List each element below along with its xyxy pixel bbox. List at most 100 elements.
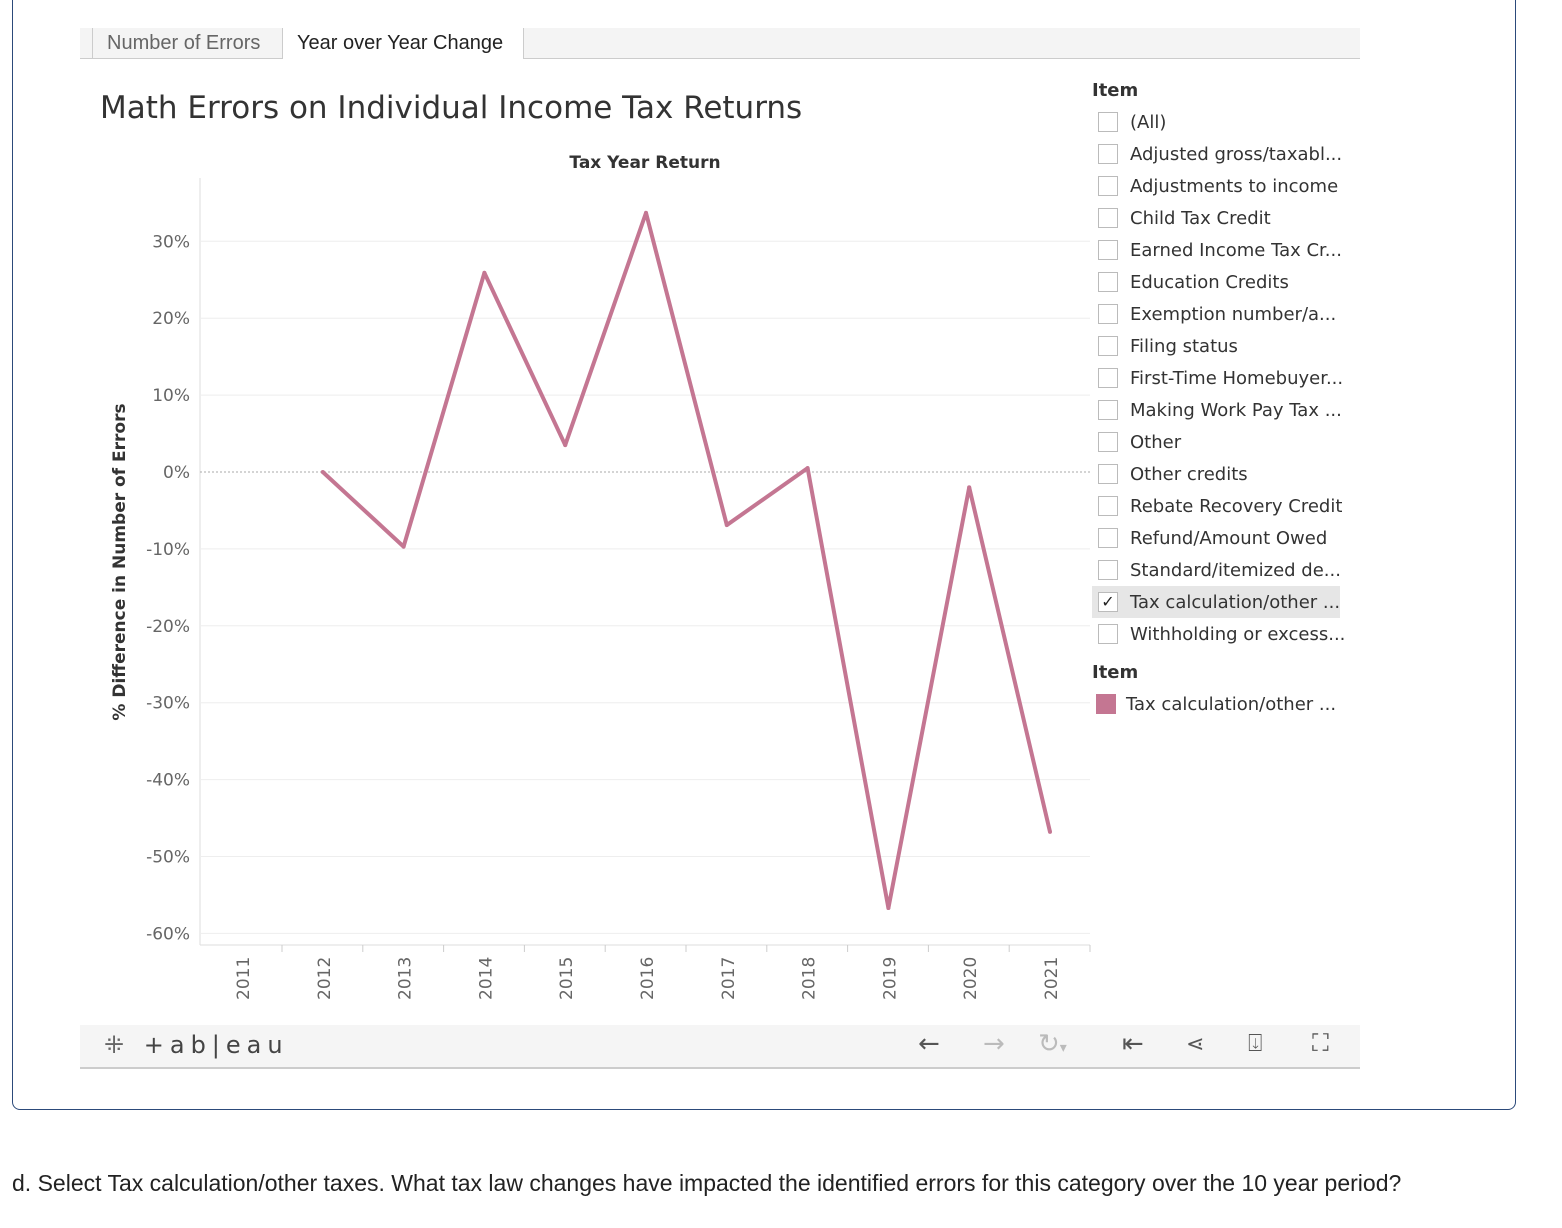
tableau-toolbar: ⁜ +ab|eau ← → ↻▾ ⇤ ⋖ ⍗ ⛶	[80, 1025, 1360, 1069]
share-icon[interactable]: ⋖	[1186, 1032, 1205, 1057]
data-point[interactable]	[967, 485, 972, 490]
data-point[interactable]	[886, 906, 891, 911]
filter-item-label: Filing status	[1130, 335, 1238, 357]
filter-item[interactable]: Other	[1092, 426, 1340, 458]
redo-icon[interactable]: →	[983, 1029, 1005, 1059]
filter-item[interactable]: Withholding or excess...	[1092, 618, 1345, 650]
filter-item[interactable]: Earned Income Tax Cr...	[1092, 234, 1342, 266]
x-tick-label: 2019	[880, 957, 900, 1000]
filter-item-label: Refund/Amount Owed	[1130, 527, 1328, 549]
x-tick-label: 2018	[800, 957, 820, 1000]
filter-header: Item	[1092, 80, 1139, 101]
filter-item[interactable]: (All)	[1092, 106, 1340, 138]
x-tick-label: 2013	[396, 957, 416, 1000]
filter-item[interactable]: Making Work Pay Tax ...	[1092, 394, 1342, 426]
item-filter: Item (All) Adjusted gross/taxabl... Adjust…	[1092, 80, 1392, 650]
content-frame	[12, 0, 1516, 1110]
series-line[interactable]	[321, 210, 1052, 911]
legend-swatch	[1096, 694, 1116, 714]
checkbox[interactable]	[1098, 400, 1118, 420]
checkbox[interactable]	[1098, 496, 1118, 516]
x-tick-label: 2012	[315, 957, 335, 1000]
y-tick-label: 10%	[152, 386, 190, 406]
y-tick-label: -10%	[146, 540, 190, 560]
checkbox[interactable]	[1098, 240, 1118, 260]
checkbox[interactable]: ✓	[1098, 592, 1118, 612]
data-point[interactable]	[320, 470, 325, 474]
tab-number-of-errors[interactable]: Number of Errors	[92, 28, 282, 58]
line-chart: Tax Year Return % Difference in Number o…	[110, 153, 1091, 1000]
x-axis-title: Tax Year Return	[569, 153, 720, 173]
tab-bar: Number of Errors Year over Year Change	[80, 28, 1360, 59]
data-point[interactable]	[401, 544, 406, 549]
filter-item-label: Adjustments to income	[1130, 175, 1339, 197]
data-point[interactable]	[1048, 829, 1052, 834]
checkbox[interactable]	[1098, 368, 1118, 388]
x-tick-label: 2020	[961, 957, 981, 1000]
legend-header: Item	[1092, 662, 1139, 683]
y-tick-label: 30%	[152, 232, 190, 252]
filter-item-label: Exemption number/a...	[1130, 303, 1337, 325]
tableau-logo: ⁜ +ab|eau	[104, 1031, 289, 1059]
filter-item[interactable]: Child Tax Credit	[1092, 202, 1340, 234]
tab-year-over-year-change[interactable]: Year over Year Change	[282, 28, 524, 59]
filter-item-label: Earned Income Tax Cr...	[1130, 239, 1342, 261]
filter-item[interactable]: Refund/Amount Owed	[1092, 522, 1340, 554]
checkbox[interactable]	[1098, 432, 1118, 452]
x-tick-label: 2021	[1042, 957, 1062, 1000]
filter-item[interactable]: Education Credits	[1092, 266, 1340, 298]
x-tick-label: 2014	[476, 957, 496, 1000]
y-tick-label: -50%	[146, 848, 190, 868]
data-point[interactable]	[482, 270, 487, 275]
filter-item-label: (All)	[1130, 111, 1167, 133]
color-legend: Item Tax calculation/other ...	[1092, 662, 1340, 720]
y-tick-label: 0%	[163, 463, 190, 483]
data-point[interactable]	[805, 466, 810, 471]
filter-item-label: Other credits	[1130, 463, 1248, 485]
question-text: d. Select Tax calculation/other taxes. W…	[12, 1170, 1402, 1196]
x-tick-label: 2017	[719, 957, 739, 1000]
filter-item-label: Standard/itemized de...	[1130, 559, 1341, 581]
checkbox[interactable]	[1098, 272, 1118, 292]
x-tick-label: 2015	[557, 957, 577, 1000]
legend-item[interactable]: Tax calculation/other ...	[1092, 688, 1340, 720]
checkbox[interactable]	[1098, 560, 1118, 580]
checkbox[interactable]	[1098, 176, 1118, 196]
y-tick-label: -30%	[146, 694, 190, 714]
y-tick-label: -60%	[146, 924, 190, 944]
fullscreen-icon[interactable]: ⛶	[1312, 1029, 1329, 1057]
filter-item-label: Rebate Recovery Credit	[1130, 495, 1343, 517]
filter-item[interactable]: Filing status	[1092, 330, 1340, 362]
filter-item-label: Making Work Pay Tax ...	[1130, 399, 1342, 421]
y-axis-title: % Difference in Number of Errors	[110, 403, 130, 720]
data-point[interactable]	[563, 443, 568, 448]
filter-item[interactable]: Exemption number/a...	[1092, 298, 1340, 330]
filter-item[interactable]: Standard/itemized de...	[1092, 554, 1341, 586]
revert-icon[interactable]: ↻▾	[1038, 1029, 1067, 1059]
checkbox[interactable]	[1098, 336, 1118, 356]
data-point[interactable]	[644, 210, 648, 215]
filter-item[interactable]: First-Time Homebuyer...	[1092, 362, 1343, 394]
checkbox[interactable]	[1098, 144, 1118, 164]
legend-label: Tax calculation/other ...	[1126, 693, 1337, 715]
filter-item-label: Tax calculation/other ...	[1130, 591, 1341, 613]
filter-item[interactable]: Other credits	[1092, 458, 1340, 490]
data-point[interactable]	[724, 523, 729, 528]
filter-item-label: Other	[1130, 431, 1182, 453]
checkbox[interactable]	[1098, 624, 1118, 644]
download-icon[interactable]: ⍗	[1248, 1029, 1263, 1057]
checkbox[interactable]	[1098, 304, 1118, 324]
y-tick-label: 20%	[152, 309, 190, 329]
checkbox[interactable]	[1098, 464, 1118, 484]
checkbox[interactable]	[1098, 208, 1118, 228]
filter-item[interactable]: Rebate Recovery Credit	[1092, 490, 1342, 522]
filter-item-label: Adjusted gross/taxabl...	[1130, 143, 1343, 165]
filter-item[interactable]: Adjustments to income	[1092, 170, 1340, 202]
undo-icon[interactable]: ←	[918, 1029, 940, 1059]
checkbox[interactable]	[1098, 112, 1118, 132]
reset-icon[interactable]: ⇤	[1122, 1029, 1144, 1059]
checkbox[interactable]	[1098, 528, 1118, 548]
filter-item[interactable]: Adjusted gross/taxabl...	[1092, 138, 1342, 170]
filter-item[interactable]: ✓ Tax calculation/other ...	[1092, 586, 1341, 618]
x-tick-label: 2011	[234, 957, 254, 1000]
